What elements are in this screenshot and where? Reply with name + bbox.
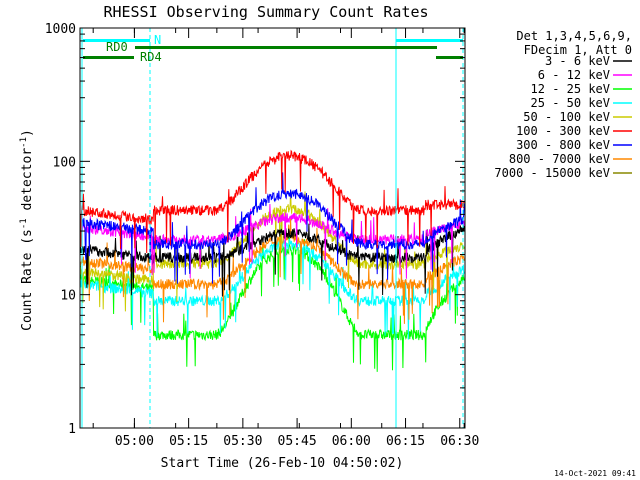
x-tick-label: 05:45 — [278, 434, 317, 449]
timestamp: 14-Oct-2021 09:41 — [554, 469, 636, 478]
chart-title: RHESSI Observing Summary Count Rates — [103, 3, 428, 21]
legend-header: FDecim 1, Att 0 — [524, 43, 632, 57]
y-tick-label: 1000 — [45, 22, 76, 37]
y-axis-label: Count Rate (s-1 detector-1) — [19, 129, 35, 331]
y-tick-label: 1 — [68, 422, 76, 437]
night-bar — [83, 39, 150, 42]
series-line — [79, 224, 465, 340]
rd0-label: RD0 — [106, 40, 128, 54]
y-axis: 1 10 100 1000 — [45, 22, 465, 437]
x-tick-label: 06:00 — [332, 434, 371, 449]
night-label: N — [154, 33, 161, 47]
legend-entry: 300 - 800 keV — [516, 138, 610, 152]
legend-entry: 12 - 25 keV — [531, 82, 610, 96]
legend-entry: 7000 - 15000 keV — [494, 166, 610, 180]
legend-entry: 800 - 7000 keV — [509, 152, 610, 166]
x-axis: 05:00 05:15 05:30 05:45 06:00 06:15 06:30 — [92, 28, 479, 449]
legend: Det 1,3,4,5,6,9,FDecim 1, Att 03 - 6 keV… — [494, 29, 632, 180]
night-bar — [396, 39, 463, 42]
rd0-bar — [135, 46, 437, 49]
rd4-bar — [83, 56, 134, 59]
series-line — [79, 149, 465, 254]
legend-entry: 3 - 6 keV — [545, 54, 610, 68]
plot-frame — [79, 27, 466, 429]
legend-entry: 6 - 12 keV — [538, 68, 610, 82]
legend-entry: 100 - 300 keV — [516, 124, 610, 138]
legend-entry: 25 - 50 keV — [531, 96, 610, 110]
y-tick-label: 10 — [60, 289, 76, 304]
series-layer — [79, 149, 465, 372]
x-tick-label: 05:30 — [223, 434, 262, 449]
series-line — [79, 203, 465, 279]
annotation-layer: N RD0 RD4 — [81, 28, 464, 428]
series-line — [79, 172, 465, 284]
x-tick-label: 06:30 — [440, 434, 479, 449]
y-tick-label: 100 — [53, 155, 76, 170]
x-tick-label: 06:15 — [386, 434, 425, 449]
legend-header: Det 1,3,4,5,6,9, — [516, 29, 632, 43]
legend-entry: 50 - 100 keV — [523, 110, 610, 124]
rd4-bar — [436, 56, 463, 59]
series-line — [79, 230, 465, 372]
rd4-label: RD4 — [140, 50, 162, 64]
x-tick-label: 05:15 — [169, 434, 208, 449]
x-tick-label: 05:00 — [115, 434, 154, 449]
x-axis-label: Start Time (26-Feb-10 04:50:02) — [161, 456, 404, 471]
series-line — [79, 217, 465, 324]
